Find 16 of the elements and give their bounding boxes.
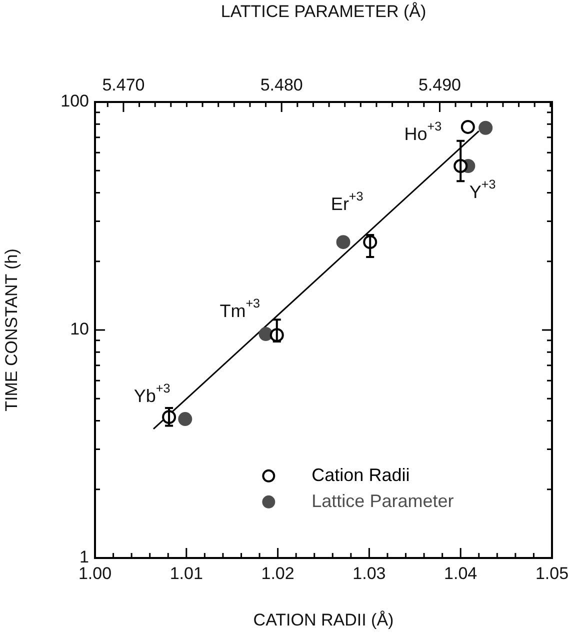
x2-axis-title: LATTICE PARAMETER (Å) xyxy=(220,2,426,21)
y-axis-title: TIME CONSTANT (h) xyxy=(2,248,21,412)
x2-tick-label: 5.470 xyxy=(102,75,145,94)
point xyxy=(460,120,475,134)
y-tick-label: 10 xyxy=(70,320,89,339)
x2-tick-label: 5.490 xyxy=(418,75,461,94)
legend-label: Lattice Parameter xyxy=(312,490,454,511)
x-tick-label: 1.05 xyxy=(535,564,569,583)
x-axis-title: CATION RADII (Å) xyxy=(253,610,394,630)
x2-tick-label: 5.480 xyxy=(260,75,303,94)
legend-label: Cation Radii xyxy=(312,464,410,485)
y-tick-label: 100 xyxy=(60,92,89,111)
x-tick-label: 1.02 xyxy=(261,564,294,583)
x-tick-label: 1.01 xyxy=(170,564,203,583)
x-tick-label: 1.03 xyxy=(352,564,386,583)
x-tick-label: 1.04 xyxy=(444,564,478,583)
